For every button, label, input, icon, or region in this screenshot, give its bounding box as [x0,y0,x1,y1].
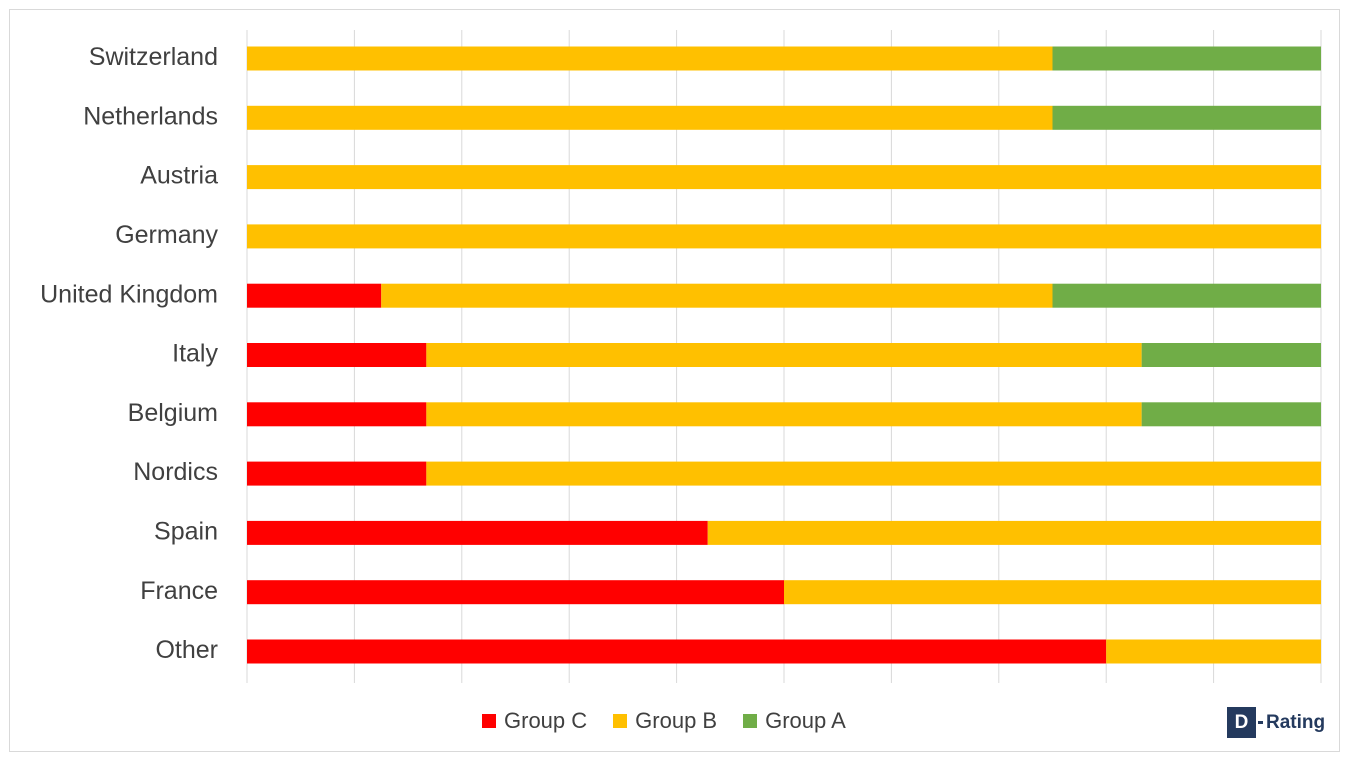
bar-group-a [1052,105,1321,130]
category-labels: Switzerland Netherlands Austria Germany Unit… [40,43,218,664]
chart-frame [9,9,1340,752]
bar-group-b [247,46,1053,71]
bar-group-b [247,165,1321,190]
bar-group-c [247,520,708,545]
bar-group-c [247,283,382,308]
legend-item-group-c: Group C [482,708,587,734]
category-label: Netherlands [83,102,218,130]
category-label: France [140,577,218,605]
d-rating-logo: D Rating [1227,707,1325,738]
legend-item-group-b: Group B [613,708,717,734]
bar-group-a [1052,46,1321,71]
bar-group-b [426,402,1142,427]
bar-group-a [1141,402,1321,427]
bar-group-c [247,343,427,367]
bar-group-c [247,461,427,486]
bar-group-c [247,402,427,427]
bar-group-b [426,461,1321,486]
bar-group-b [707,520,1321,545]
bar-group-b [381,283,1053,308]
logo-dash [1258,721,1263,724]
category-label: Switzerland [89,43,218,71]
category-label: Other [155,636,218,664]
bar-group-b [426,343,1142,367]
bar-group-b [247,224,1321,249]
bar-group-c [247,639,1107,664]
legend-swatch-group-a [743,714,758,728]
bar-group-b [784,580,1321,605]
category-label: Spain [154,518,218,546]
legend-label-group-c: Group C [504,708,588,733]
category-label: Austria [140,162,218,190]
category-label: Germany [115,221,218,249]
legend-item-group-a: Group A [743,708,846,734]
category-label: United Kingdom [40,280,218,308]
legend-swatch-group-c [482,714,496,728]
bar-group-a [1052,283,1321,308]
bar-group-b [247,105,1053,130]
bar-group-a [1141,343,1321,367]
category-label: Nordics [133,458,218,486]
bar-group-c [247,580,784,605]
logo-letter: D [1227,707,1256,738]
bar-group-b [1106,639,1321,664]
legend-label-group-a: Group A [765,708,846,733]
legend: Group C Group B Group A [482,708,872,734]
category-label: Italy [172,340,218,368]
legend-swatch-group-b [613,714,628,728]
category-label: Belgium [128,399,218,427]
legend-label-group-b: Group B [635,708,718,733]
logo-text: Rating [1266,711,1326,733]
bars [247,46,1321,664]
